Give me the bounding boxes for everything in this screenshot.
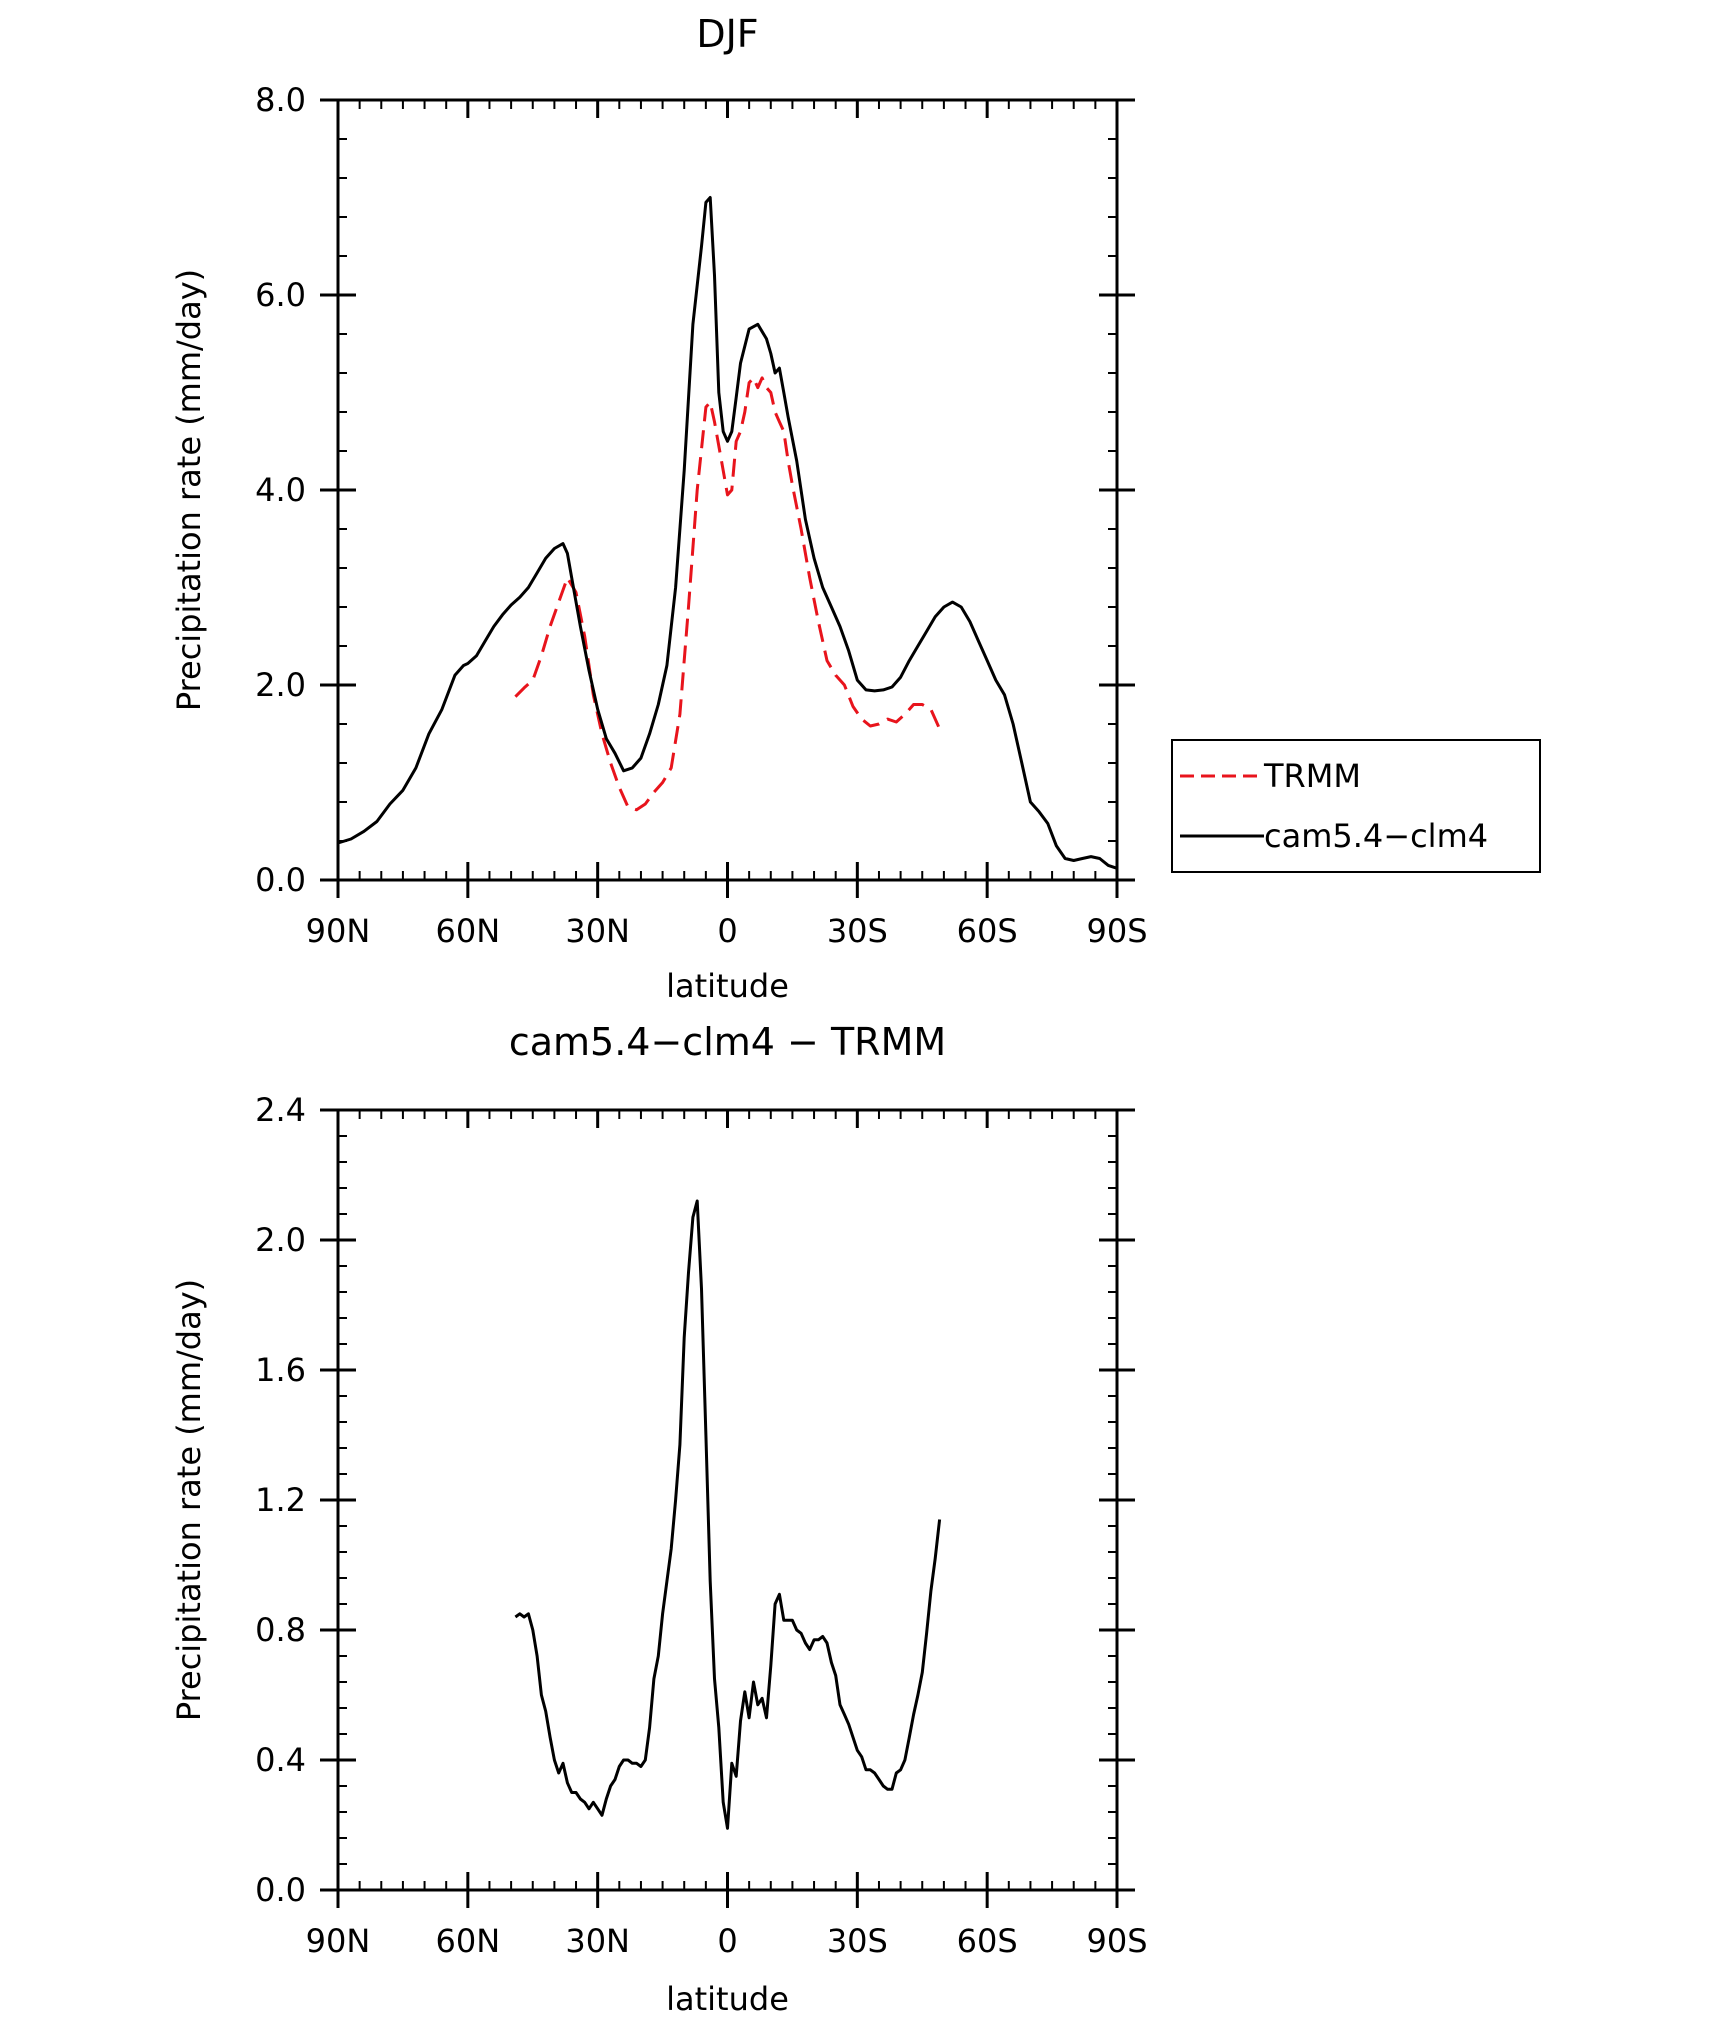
x-tick-label: 30S bbox=[827, 1922, 888, 1960]
chart-title: cam5.4−clm4 − TRMM bbox=[509, 1020, 946, 1064]
x-tick-label: 90N bbox=[306, 912, 371, 950]
x-axis-label: latitude bbox=[666, 967, 789, 1005]
legend-label: TRMM bbox=[1263, 757, 1361, 795]
y-tick-label: 0.0 bbox=[255, 1871, 306, 1909]
panel-difference: 90N 60N 30N 0 30S 60S 90S 0.0 0.4 0.8 1.2 1.6 2.0 2.4… bbox=[170, 1020, 1148, 2018]
y-tick-label: 6.0 bbox=[255, 276, 306, 314]
x-tick-label: 60N bbox=[436, 912, 501, 950]
legend-box bbox=[1171, 739, 1541, 873]
y-axis-label: Precipitation rate (mm/day) bbox=[170, 1279, 208, 1721]
y-tick-label: 1.2 bbox=[255, 1481, 306, 1519]
legend-label: cam5.4−clm4 bbox=[1264, 817, 1488, 855]
x-tick-label: 30N bbox=[565, 912, 630, 950]
y-tick-label: 4.0 bbox=[255, 471, 306, 509]
y-axis-label: Precipitation rate (mm/day) bbox=[170, 269, 208, 711]
plot-frame bbox=[336, 1108, 1119, 1892]
y-tick-label: 2.0 bbox=[255, 666, 306, 704]
series-line-trmm bbox=[514, 376, 941, 812]
series-line-cam5-4-clm4 bbox=[337, 196, 1118, 870]
x-axis-label: latitude bbox=[666, 1980, 789, 2018]
x-tick-label: 60S bbox=[957, 912, 1018, 950]
y-tick-label: 1.6 bbox=[255, 1351, 306, 1389]
y-tick-label: 8.0 bbox=[255, 81, 306, 119]
series-line-difference bbox=[514, 1199, 942, 1830]
chart-title: DJF bbox=[696, 12, 758, 56]
y-tick-label: 0.4 bbox=[255, 1741, 306, 1779]
x-tick-label: 90N bbox=[306, 1922, 371, 1960]
x-tick-label: 30N bbox=[565, 1922, 630, 1960]
y-tick-label: 0.8 bbox=[255, 1611, 306, 1649]
panel-djf-precipitation: 90N 60N 30N 0 30S 60S 90S 0.0 2.0 4.0 6.0 8.0 DJF lat… bbox=[170, 12, 1148, 1005]
x-tick-label: 30S bbox=[827, 912, 888, 950]
x-tick-label: 60S bbox=[957, 1922, 1018, 1960]
legend: TRMM cam5.4−clm4 bbox=[1171, 739, 1541, 873]
x-tick-label: 0 bbox=[717, 1922, 737, 1960]
x-tick-label: 90S bbox=[1086, 912, 1147, 950]
y-tick-label: 0.0 bbox=[255, 861, 306, 899]
x-tick-label: 60N bbox=[436, 1922, 501, 1960]
y-tick-label: 2.4 bbox=[255, 1091, 306, 1129]
x-tick-label: 0 bbox=[717, 912, 737, 950]
x-tick-label: 90S bbox=[1086, 1922, 1147, 1960]
y-tick-label: 2.0 bbox=[255, 1221, 306, 1259]
